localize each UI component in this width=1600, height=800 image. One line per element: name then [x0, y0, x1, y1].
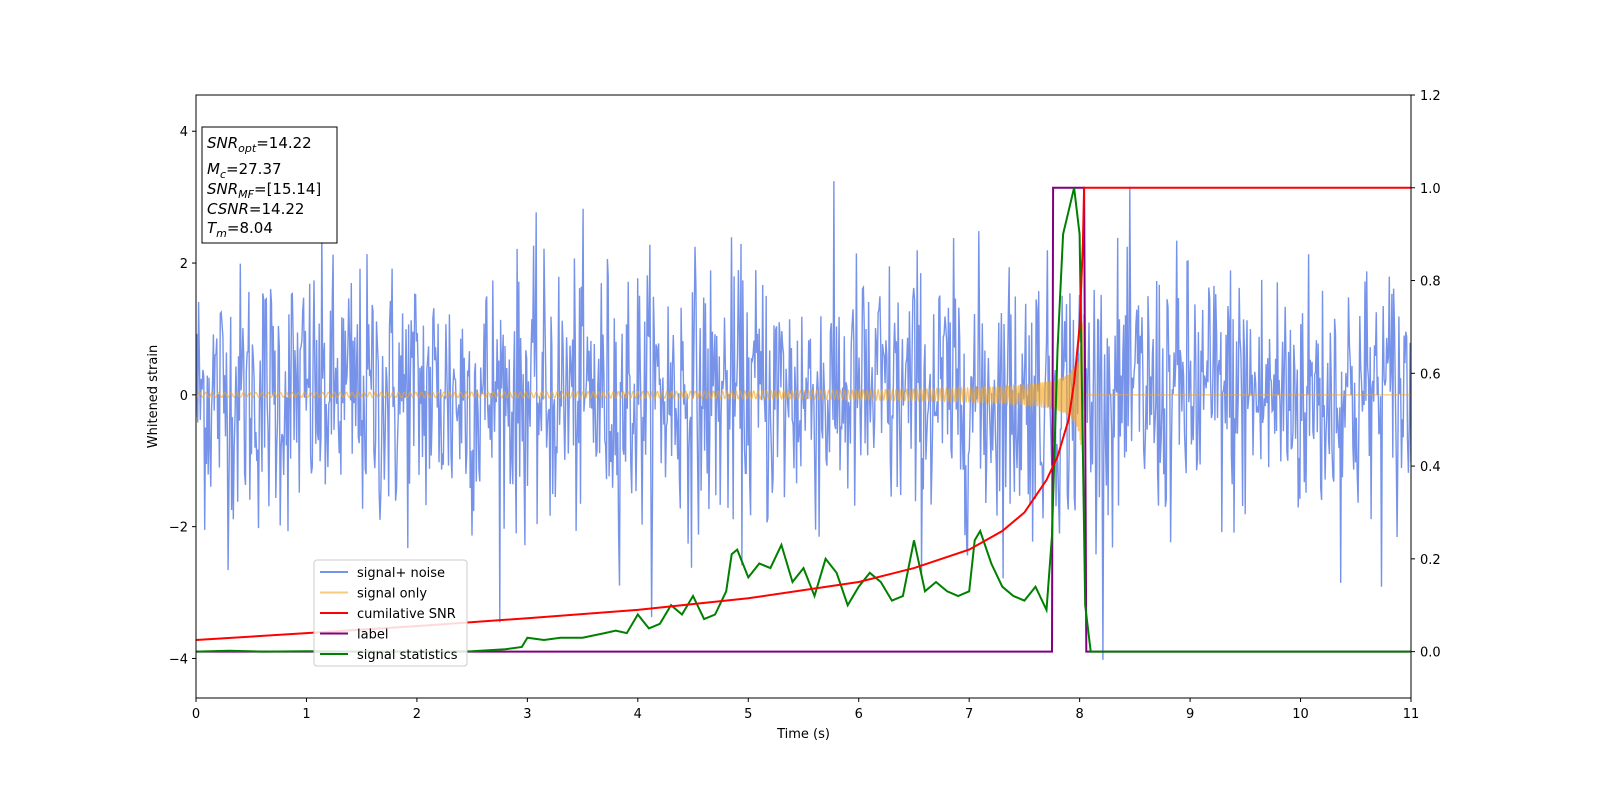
x-axis-label: Time (s): [776, 727, 830, 742]
y2-tick-label: 0.8: [1420, 275, 1441, 290]
legend-frame: [313, 559, 468, 667]
series-cumilative-snr-line: [196, 186, 1411, 641]
info-line-subscript: opt: [238, 142, 257, 155]
info-box: SNRopt=14.22Mc=27.37SNRMF=[15.14]CSNR=14…: [201, 126, 338, 244]
y-axis-ticks: 4 2 0 −2 −4: [169, 125, 196, 667]
info-line-symbol: SNR: [207, 180, 238, 198]
x-tick-label: 10: [1292, 707, 1309, 722]
y-tick-label: 4: [180, 125, 188, 140]
x-axis-ticks: 0 1 2 3 4 5 6 7 8 9 10 11: [192, 698, 1419, 722]
legend-label: signal statistics: [357, 648, 458, 663]
y2-tick-label: 0.6: [1420, 367, 1441, 382]
info-line-subscript: c: [220, 168, 226, 181]
x-tick-label: 5: [744, 707, 752, 722]
plot-frame: [195, 94, 1412, 699]
x-tick-label: 11: [1403, 707, 1420, 722]
info-line-symbol: CSNR: [207, 200, 249, 218]
x-tick-label: 6: [855, 707, 863, 722]
info-line-symbol: SNR: [207, 134, 238, 152]
info-line: Mc=27.37: [207, 160, 282, 181]
info-line: CSNR=14.22: [207, 200, 304, 218]
y2-tick-label: 1.0: [1420, 182, 1441, 197]
series-signal-statistics-line: [196, 187, 1411, 653]
info-line-value: =[15.14]: [254, 180, 321, 198]
legend-label: cumilative SNR: [357, 607, 456, 622]
info-line: Tm=8.04: [207, 219, 273, 240]
x-tick-label: 7: [965, 707, 973, 722]
y2-tick-label: 0.2: [1420, 553, 1441, 568]
info-line-value: =14.22: [249, 200, 305, 218]
info-line-subscript: m: [216, 227, 227, 240]
y2-tick-label: 0.0: [1420, 646, 1441, 661]
y-tick-label: 0: [180, 389, 188, 404]
y2-tick-label: 0.4: [1420, 460, 1441, 475]
info-line-subscript: MF: [238, 188, 254, 201]
y-tick-label: 2: [180, 257, 188, 272]
legend-label: signal+ noise: [357, 566, 445, 581]
info-line-symbol: T: [207, 219, 218, 237]
y2-axis-ticks: 1.2 1.0 0.8 0.6 0.4 0.2 0.0: [1411, 89, 1441, 661]
y-tick-label: −2: [169, 521, 188, 536]
info-line: SNRMF=[15.14]: [207, 180, 321, 201]
series-signal-only-line: [196, 314, 1411, 475]
info-line-value: =8.04: [227, 219, 273, 237]
legend: signal+ noise signal only cumilative SNR la…: [313, 559, 468, 667]
info-box-frame: [201, 126, 338, 244]
legend-label: signal only: [357, 587, 427, 602]
info-line-symbol: M: [207, 160, 220, 178]
x-tick-label: 1: [302, 707, 310, 722]
info-line-value: =14.22: [256, 134, 312, 152]
y2-tick-label: 1.2: [1420, 89, 1441, 104]
x-tick-label: 4: [634, 707, 642, 722]
info-line-value: =27.37: [226, 160, 282, 178]
x-tick-label: 2: [413, 707, 421, 722]
legend-label: label: [357, 628, 388, 643]
x-tick-label: 9: [1186, 707, 1194, 722]
x-tick-label: 0: [192, 707, 200, 722]
y-tick-label: −4: [169, 652, 188, 667]
info-line: SNRopt=14.22: [207, 134, 312, 155]
y-axis-label: Whitened strain: [146, 345, 161, 448]
x-tick-label: 8: [1075, 707, 1083, 722]
x-tick-label: 3: [523, 707, 531, 722]
